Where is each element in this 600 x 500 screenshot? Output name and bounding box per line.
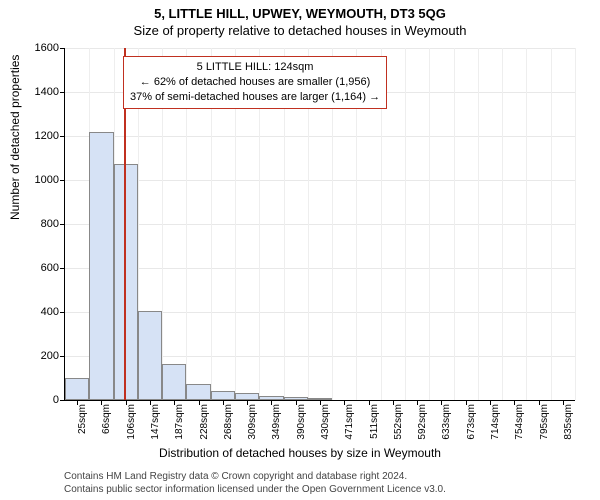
x-tick-label: 147sqm (150, 400, 161, 440)
gridline-h (65, 268, 575, 269)
x-tick-mark (223, 400, 224, 405)
gridline-h (65, 136, 575, 137)
gridline-v (478, 48, 479, 400)
y-axis-label: Number of detached properties (8, 55, 22, 220)
bar (235, 393, 259, 400)
annotation-line2: ← 62% of detached houses are smaller (1,… (130, 75, 380, 90)
gridline-h (65, 224, 575, 225)
x-tick-mark (296, 400, 297, 405)
x-tick-mark (417, 400, 418, 405)
x-tick-mark (441, 400, 442, 405)
x-tick-label: 633sqm (441, 400, 452, 440)
x-tick-mark (199, 400, 200, 405)
gridline-v (551, 48, 552, 400)
title-line2: Size of property relative to detached ho… (0, 21, 600, 38)
x-tick-label: 25sqm (77, 400, 88, 434)
annotation-line3: 37% of semi-detached houses are larger (… (130, 90, 380, 105)
gridline-v (526, 48, 527, 400)
x-tick-label: 390sqm (296, 400, 307, 440)
y-tick-mark (60, 180, 65, 181)
x-tick-label: 714sqm (490, 400, 501, 440)
chart-container: 5, LITTLE HILL, UPWEY, WEYMOUTH, DT3 5QG… (0, 0, 600, 500)
x-tick-mark (369, 400, 370, 405)
gridline-v (405, 48, 406, 400)
annotation-box: 5 LITTLE HILL: 124sqm ← 62% of detached … (123, 56, 387, 109)
x-axis-label: Distribution of detached houses by size … (0, 446, 600, 460)
x-tick-label: 430sqm (320, 400, 331, 440)
bar (186, 384, 210, 401)
y-tick-mark (60, 400, 65, 401)
footer-line2: Contains public sector information licen… (64, 484, 446, 497)
x-tick-mark (539, 400, 540, 405)
gridline-v (454, 48, 455, 400)
x-tick-label: 349sqm (271, 400, 282, 440)
x-tick-label: 106sqm (126, 400, 137, 440)
x-tick-label: 795sqm (539, 400, 550, 440)
x-tick-mark (344, 400, 345, 405)
x-tick-label: 511sqm (369, 400, 380, 439)
x-tick-label: 471sqm (344, 400, 355, 440)
gridline-h (65, 48, 575, 49)
bar (162, 364, 186, 400)
x-tick-mark (563, 400, 564, 405)
x-tick-label: 228sqm (199, 400, 210, 440)
x-tick-label: 592sqm (417, 400, 428, 440)
gridline-v (429, 48, 430, 400)
bar (138, 311, 162, 400)
x-tick-mark (320, 400, 321, 405)
x-tick-mark (247, 400, 248, 405)
x-tick-mark (77, 400, 78, 405)
x-tick-mark (514, 400, 515, 405)
bar (65, 378, 89, 400)
x-tick-label: 754sqm (514, 400, 525, 440)
x-tick-mark (126, 400, 127, 405)
x-tick-label: 673sqm (466, 400, 477, 440)
y-tick-mark (60, 48, 65, 49)
x-tick-mark (271, 400, 272, 405)
gridline-v (502, 48, 503, 400)
title-line1: 5, LITTLE HILL, UPWEY, WEYMOUTH, DT3 5QG (0, 0, 600, 21)
bar (89, 132, 113, 400)
x-tick-label: 552sqm (393, 400, 404, 440)
gridline-h (65, 180, 575, 181)
y-tick-mark (60, 356, 65, 357)
x-tick-label: 309sqm (247, 400, 258, 440)
x-tick-label: 835sqm (563, 400, 574, 440)
x-tick-mark (150, 400, 151, 405)
x-tick-mark (466, 400, 467, 405)
x-tick-label: 187sqm (174, 400, 185, 440)
x-tick-label: 66sqm (101, 400, 112, 434)
y-tick-mark (60, 92, 65, 93)
bar (211, 391, 235, 400)
y-tick-mark (60, 312, 65, 313)
y-tick-mark (60, 136, 65, 137)
footer-line1: Contains HM Land Registry data © Crown c… (64, 471, 446, 484)
x-tick-mark (490, 400, 491, 405)
x-tick-mark (101, 400, 102, 405)
x-tick-mark (393, 400, 394, 405)
annotation-line1: 5 LITTLE HILL: 124sqm (130, 60, 380, 75)
gridline-v (575, 48, 576, 400)
footer: Contains HM Land Registry data © Crown c… (64, 471, 446, 496)
y-tick-mark (60, 224, 65, 225)
plot-area: 0200400600800100012001400160025sqm66sqm1… (64, 48, 575, 401)
x-tick-label: 268sqm (223, 400, 234, 440)
x-tick-mark (174, 400, 175, 405)
y-tick-mark (60, 268, 65, 269)
